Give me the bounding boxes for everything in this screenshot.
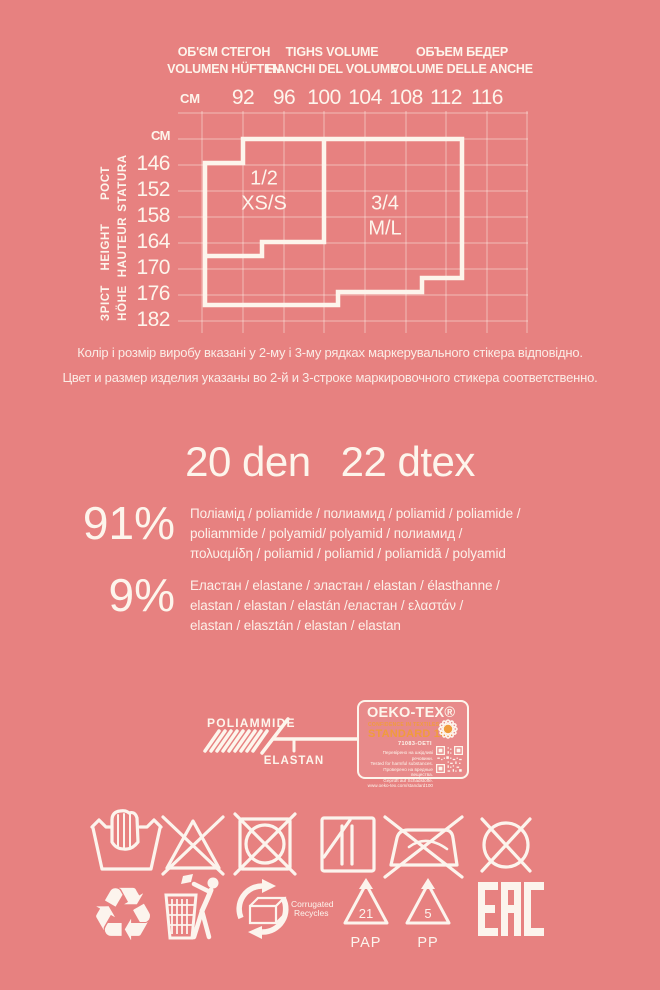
elastane-percent: 9% <box>108 569 175 621</box>
pp-label: PP <box>417 935 438 951</box>
row-158: 158 <box>136 204 170 227</box>
height-header-fr: HAUTEUR <box>117 216 129 278</box>
col-96: 96 <box>272 86 296 109</box>
row-164: 164 <box>136 230 170 253</box>
height-header-de: HÖHE <box>117 285 129 321</box>
region-xs-s-size: XS/S <box>241 192 287 215</box>
header-line: FIANCHI DEL VOLUME <box>265 62 399 76</box>
size-divider <box>205 139 327 259</box>
drip-dry-in-shade-icon <box>320 816 376 873</box>
pp-5-recycling-icon: 5 PP <box>405 878 451 951</box>
pap-label: PAP <box>351 935 382 951</box>
pap-21-recycling-icon: 21 PAP <box>343 878 389 951</box>
recycling-symbols-row: ♻ <box>90 873 544 956</box>
size-region-outline <box>202 136 465 308</box>
elastan-label: ELASTAN <box>264 755 324 767</box>
corrugated-text-1: Corrugated <box>291 899 334 909</box>
yarn-diagonal <box>260 717 290 755</box>
row-152: 152 <box>136 178 170 201</box>
outer-boundary <box>202 136 465 308</box>
tidy-man-icon <box>164 874 219 940</box>
height-header-en: HEIGHT <box>100 223 112 271</box>
header-line: ОБ'ЄМ СТЕГОН <box>177 45 271 59</box>
row-182: 182 <box>136 308 170 331</box>
note-line-ru: Цвет и размер изделия указаны во 2-й и 3… <box>62 370 598 385</box>
polyamide-line: πολυαμίδη / poliamid / poliamid / poliam… <box>190 546 506 561</box>
oeko-tex-certificate-number: 71083-OETI <box>398 741 432 747</box>
elastane-line: Еластан / elastane / эластан / elastan /… <box>190 578 500 593</box>
header-line: VOLUMEN HÜFTEN <box>167 62 281 76</box>
do-not-bleach-icon <box>161 815 225 876</box>
do-not-dry-clean-icon <box>480 817 532 873</box>
oeko-tex-flower-icon <box>438 719 458 739</box>
fine-print-line: Geprüft auf Schadstoffe. <box>383 777 433 783</box>
fine-print-line: www.oeko-tex.com/standard100 <box>367 783 433 788</box>
pp-code: 5 <box>424 906 431 921</box>
yarn-coil-hatching <box>203 717 359 755</box>
col-116: 116 <box>471 86 503 109</box>
elastane-line: elastan / elastan / elastán /еластан / ε… <box>190 598 464 613</box>
den-value: 20 den <box>185 438 311 485</box>
elastane-languages: Еластан / elastane / эластан / elastan /… <box>190 576 590 636</box>
yarn-weight: 20 den 22 dtex <box>0 438 660 486</box>
polyamide-line: poliammide / polyamid/ polyamid / полиам… <box>190 526 463 541</box>
oeko-tex-fine-print: Перевірено на шкідливі речовини. Tested … <box>363 750 433 789</box>
volume-header-ru-it: ОБЪЕМ БЕДЕР VOLUME DELLE ANCHE <box>347 44 577 78</box>
row-176: 176 <box>136 282 170 305</box>
do-not-iron-icon <box>383 815 464 879</box>
polyamide-percent: 91% <box>82 497 175 549</box>
header-line: TIGHS VOLUME <box>285 45 379 59</box>
header-line: ОБЪЕМ БЕДЕР <box>415 45 509 59</box>
height-header-it: STATURA <box>117 154 129 212</box>
region-xs-s-fraction: 1/2 <box>250 167 278 190</box>
col-104: 104 <box>348 86 382 109</box>
oeko-tex-tagline: CONFIDENCE IN TEXTILES <box>368 722 440 728</box>
dtex-value: 22 dtex <box>340 438 476 485</box>
col-108: 108 <box>389 86 423 109</box>
oeko-tex-label: OEKO-TEX® CONFIDENCE IN TEXTILES STANDAR… <box>357 700 469 788</box>
covered-yarn-logo: POLIAMMIDE ELASTAN <box>203 716 359 767</box>
volume-header-en-it: TIGHS VOLUME FIANCHI DEL VOLUME <box>217 44 447 78</box>
elastane-line: elastan / elasztán / elastan / elastan <box>190 618 401 633</box>
hand-wash-icon <box>90 809 163 871</box>
fine-print-line: Перевірено на шкідливі речовини. <box>382 750 433 761</box>
gridlines <box>178 111 528 333</box>
eac-mark <box>478 882 544 936</box>
do-not-tumble-dry-icon <box>233 812 297 876</box>
care-symbols-row <box>90 809 532 879</box>
col-100: 100 <box>307 86 341 109</box>
region-m-l-fraction: 3/4 <box>371 192 399 215</box>
row-170: 170 <box>136 256 170 279</box>
row-146: 146 <box>136 152 170 175</box>
volume-header-uk-de: ОБ'ЄМ СТЕГОН VOLUMEN HÜFTEN <box>109 44 339 78</box>
fine-print-line: Tested for harmful substances. <box>370 761 433 766</box>
col-112: 112 <box>430 86 462 109</box>
corrugated-text-2: Recycles <box>294 908 328 918</box>
polyamide-languages: Поліамід / poliamide / полиамид / poliam… <box>190 504 590 564</box>
polyamide-line: Поліамід / poliamide / полиамид / poliam… <box>190 506 521 521</box>
size-chart-grid <box>178 111 528 333</box>
corrugated-recycles-icon: Corrugated Recycles <box>236 879 334 939</box>
note-line-uk: Колір і розмір виробу вказані у 2-му і 3… <box>77 345 583 360</box>
region-m-l-size: M/L <box>368 217 402 240</box>
height-unit-label: СМ <box>150 128 171 143</box>
pap-code: 21 <box>359 906 373 921</box>
volume-unit-label: СМ <box>180 91 201 106</box>
poliammide-label: POLIAMMIDE <box>207 716 296 730</box>
height-header-uk: РОСТ <box>100 166 112 200</box>
oeko-tex-standard: STANDARD 100 <box>368 728 453 740</box>
oeko-tex-brand: OEKO-TEX® <box>367 705 456 721</box>
qr-code <box>436 746 463 773</box>
height-header-uk2: ЗРІСТ <box>100 284 112 322</box>
recycle-mobius-icon: ♻ <box>90 873 156 956</box>
header-line: VOLUME DELLE ANCHE <box>391 62 533 76</box>
col-92: 92 <box>231 86 255 109</box>
fine-print-line: Проверено на вредные вещества. <box>383 766 433 778</box>
